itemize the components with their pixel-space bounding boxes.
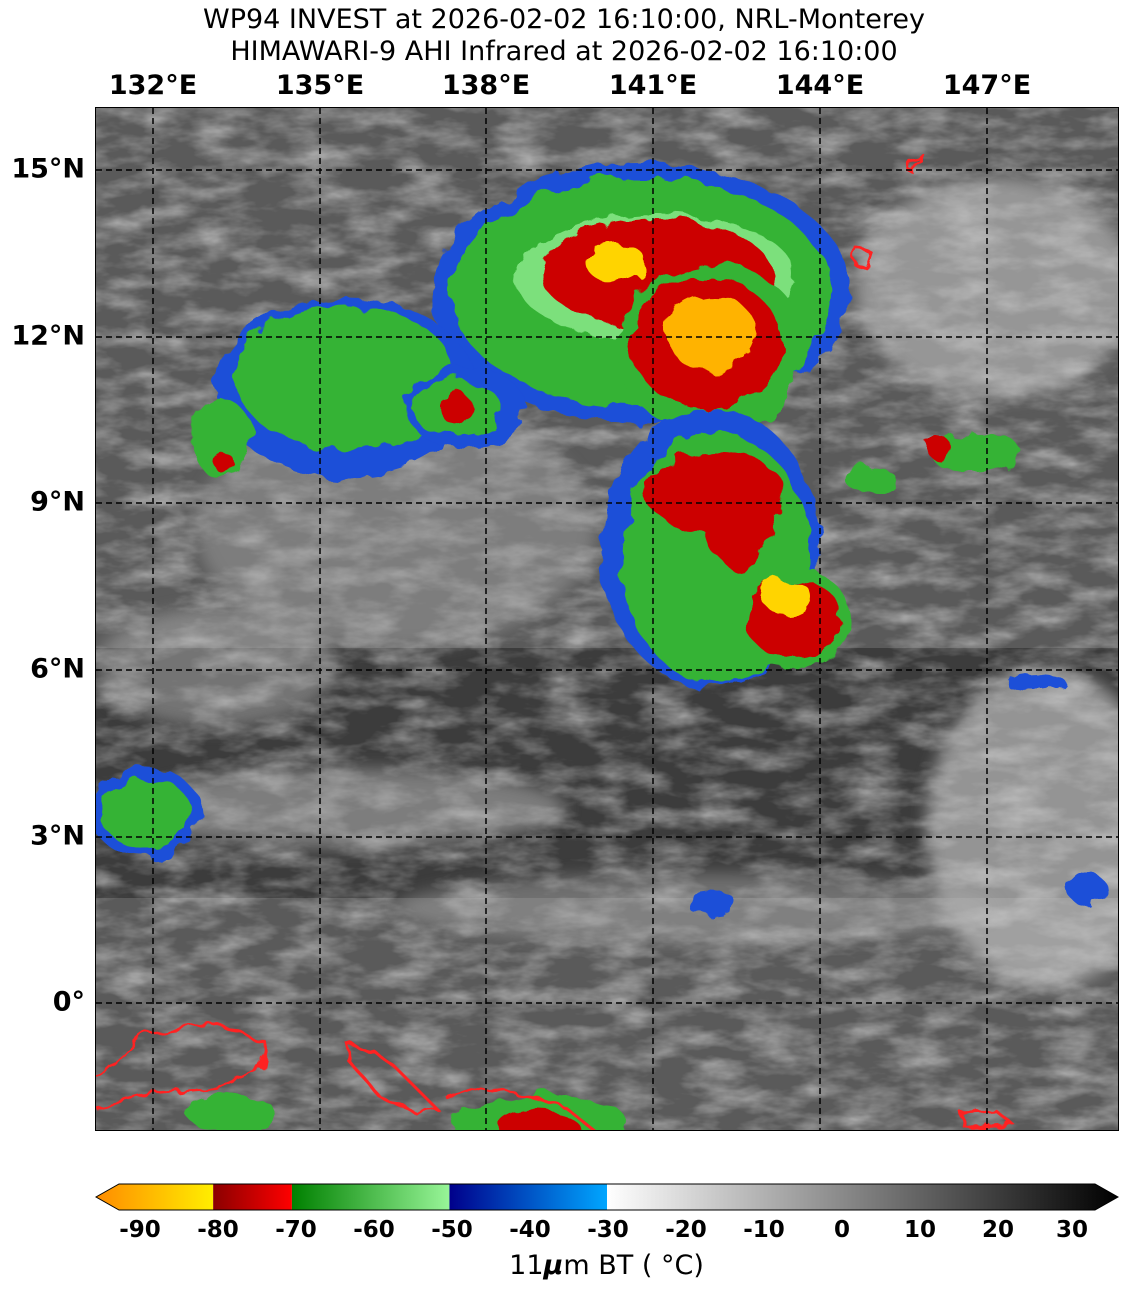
coastlines [96, 151, 1015, 1130]
colorbar-tick: -40 [509, 1217, 551, 1243]
colorbar-tick: -60 [353, 1217, 395, 1243]
lat-label-9n: 9°N [30, 486, 85, 518]
colorbar-segment [449, 1184, 607, 1210]
colorbar-tick: 20 [981, 1217, 1015, 1243]
colorbar-segment [607, 1184, 1118, 1210]
colorbar-tick: -50 [431, 1217, 473, 1243]
colorbar-tick: 0 [833, 1217, 851, 1243]
colorbar-tick: -70 [275, 1217, 317, 1243]
lon-label-135: 135°E [275, 70, 365, 101]
lon-label-147: 147°E [942, 70, 1032, 101]
colorbar-label: 11μm BT ( °C) [0, 1250, 1128, 1281]
infrared-satellite-map [95, 107, 1119, 1131]
light-cloud-areas [96, 178, 1118, 988]
colorbar-tick: -10 [743, 1217, 785, 1243]
colorbar-tick: -80 [197, 1217, 239, 1243]
colorbar-segment [213, 1184, 292, 1210]
colorbar-tick: -90 [119, 1217, 161, 1243]
deep-convection [96, 163, 1104, 1130]
colorbar-segment [291, 1184, 450, 1210]
colorbar-label-suffix: m BT ( °C) [563, 1250, 704, 1281]
colorbar-label-mu: μ [543, 1250, 564, 1281]
colorbar [94, 1183, 1120, 1211]
colorbar-label-prefix: 11 [509, 1250, 544, 1281]
title-line-2: HIMAWARI-9 AHI Infrared at 2026-02-02 16… [230, 36, 898, 67]
satellite-imagery [96, 108, 1118, 1130]
lon-label-141: 141°E [608, 70, 698, 101]
colorbar-tick: -30 [587, 1217, 629, 1243]
lat-label-3n: 3°N [30, 820, 85, 852]
colorbar-tick: 10 [903, 1217, 937, 1243]
lat-label-0: 0° [52, 986, 85, 1018]
lon-label-138: 138°E [441, 70, 531, 101]
colorbar-tick: 30 [1055, 1217, 1089, 1243]
colorbar-tick: -20 [665, 1217, 707, 1243]
lon-label-144: 144°E [775, 70, 865, 101]
lat-label-12n: 12°N [11, 320, 85, 352]
lon-label-132: 132°E [108, 70, 198, 101]
colorbar-segment [96, 1184, 214, 1210]
title-line-1: WP94 INVEST at 2026-02-02 16:10:00, NRL-… [203, 4, 925, 35]
colorbar-svg [94, 1183, 1120, 1211]
lat-label-15n: 15°N [11, 153, 85, 185]
lat-lon-grid [96, 108, 1118, 1130]
lat-label-6n: 6°N [30, 653, 85, 685]
